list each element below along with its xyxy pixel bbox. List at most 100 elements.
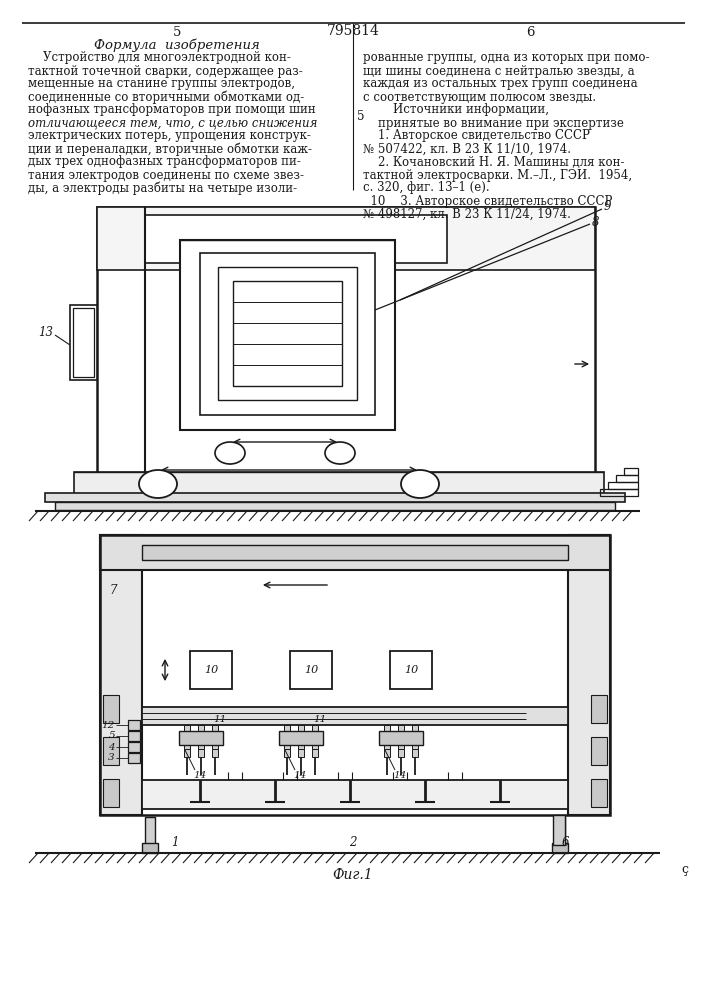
Bar [198, 733, 204, 741]
Bar [74, 472, 604, 496]
Bar [100, 535, 610, 570]
Text: 9: 9 [604, 200, 612, 214]
Bar [145, 817, 155, 845]
Bar [290, 651, 332, 689]
Bar [184, 741, 190, 749]
Bar [128, 753, 140, 763]
Bar [591, 695, 607, 723]
Bar [198, 741, 204, 749]
Bar [624, 468, 638, 475]
Ellipse shape [325, 442, 355, 464]
Bar [73, 308, 94, 377]
Bar [379, 731, 423, 745]
Text: 2. Кочановский Н. Я. Машины для кон-: 2. Кочановский Н. Я. Машины для кон- [363, 155, 624, 168]
Bar [412, 741, 418, 749]
Text: 1. Авторское свидетельство СССР: 1. Авторское свидетельство СССР [363, 129, 590, 142]
Bar [212, 741, 218, 749]
Text: Устройство для многоэлектродной кон-: Устройство для многоэлектродной кон- [28, 51, 291, 64]
Bar [384, 733, 390, 741]
Bar [412, 725, 418, 733]
Bar [284, 741, 290, 749]
Bar [200, 253, 375, 415]
Text: 2: 2 [349, 836, 357, 850]
Text: щи шины соединена с нейтралью звезды, а: щи шины соединена с нейтралью звезды, а [363, 64, 635, 78]
Bar [384, 749, 390, 757]
Bar [298, 749, 304, 757]
Text: рованные группы, одна из которых при помо-: рованные группы, одна из которых при пом… [363, 51, 650, 64]
Bar [142, 780, 568, 809]
Bar [145, 215, 447, 263]
Text: принятые во внимание при экспертизе: принятые во внимание при экспертизе [363, 116, 624, 129]
Text: № 498127, кл. В 23 К 11/24, 1974.: № 498127, кл. В 23 К 11/24, 1974. [363, 208, 571, 221]
Bar [555, 817, 565, 845]
Bar [390, 651, 432, 689]
Bar [103, 779, 119, 807]
Bar [212, 749, 218, 757]
Bar [233, 281, 342, 386]
Bar [384, 725, 390, 733]
Bar [128, 731, 140, 741]
Text: 10: 10 [404, 665, 418, 675]
Bar [184, 749, 190, 757]
Bar [312, 733, 318, 741]
Bar [97, 207, 595, 270]
Bar [398, 733, 404, 741]
Ellipse shape [139, 470, 177, 498]
Bar [398, 725, 404, 733]
Bar [45, 493, 625, 502]
Bar [412, 733, 418, 741]
Bar [384, 741, 390, 749]
Text: 8: 8 [592, 216, 600, 229]
Ellipse shape [215, 442, 245, 464]
Text: 5: 5 [357, 110, 365, 123]
Bar [591, 779, 607, 807]
Text: Источники информации,: Источники информации, [363, 104, 549, 116]
Text: 14: 14 [194, 770, 206, 780]
Bar [553, 815, 565, 845]
Text: каждая из остальных трех групп соединена: каждая из остальных трех групп соединена [363, 78, 638, 91]
Text: 5: 5 [108, 732, 115, 740]
Text: 10: 10 [304, 665, 318, 675]
Bar [398, 749, 404, 757]
Bar [198, 749, 204, 757]
Text: мещенные на станине группы электродов,: мещенные на станине группы электродов, [28, 78, 295, 91]
Bar [312, 725, 318, 733]
Text: нофазных трансформаторов при помощи шин: нофазных трансформаторов при помощи шин [28, 104, 316, 116]
Bar [212, 725, 218, 733]
Bar [128, 742, 140, 752]
Bar [103, 695, 119, 723]
Text: Фиг.1: Фиг.1 [333, 868, 373, 882]
Text: отличающееся тем, что, с целью снижения: отличающееся тем, что, с целью снижения [28, 116, 317, 129]
Bar [218, 267, 357, 400]
Text: 4: 4 [108, 742, 115, 752]
Bar [298, 725, 304, 733]
Text: ции и переналадки, вторичные обмотки каж-: ции и переналадки, вторичные обмотки каж… [28, 142, 312, 156]
Bar [412, 749, 418, 757]
Text: тактной точечной сварки, содержащее раз-: тактной точечной сварки, содержащее раз- [28, 64, 303, 78]
Bar [184, 733, 190, 741]
Text: 795814: 795814 [327, 24, 380, 38]
Text: 1: 1 [171, 836, 179, 850]
Bar [284, 749, 290, 757]
Text: 3: 3 [108, 754, 115, 762]
Bar [198, 725, 204, 733]
Text: дых трех однофазных трансформаторов пи-: дых трех однофазных трансформаторов пи- [28, 155, 301, 168]
Text: 11: 11 [214, 716, 227, 724]
Bar [298, 741, 304, 749]
Bar [103, 737, 119, 765]
Bar [179, 731, 223, 745]
Bar [279, 731, 323, 745]
Bar [608, 482, 638, 489]
Bar [312, 749, 318, 757]
Text: 11: 11 [313, 716, 327, 724]
Text: с. 320, фиг. 13–1 (е).: с. 320, фиг. 13–1 (е). [363, 182, 490, 194]
Text: № 507422, кл. В 23 К 11/10, 1974.: № 507422, кл. В 23 К 11/10, 1974. [363, 142, 571, 155]
Text: 10    3. Авторское свидетельство СССР: 10 3. Авторское свидетельство СССР [363, 194, 612, 208]
Bar [97, 207, 595, 496]
Bar [298, 733, 304, 741]
Bar [552, 843, 568, 853]
Bar [600, 489, 638, 496]
Text: 6: 6 [526, 25, 534, 38]
Text: ç: ç [682, 863, 689, 876]
Bar [142, 545, 568, 560]
